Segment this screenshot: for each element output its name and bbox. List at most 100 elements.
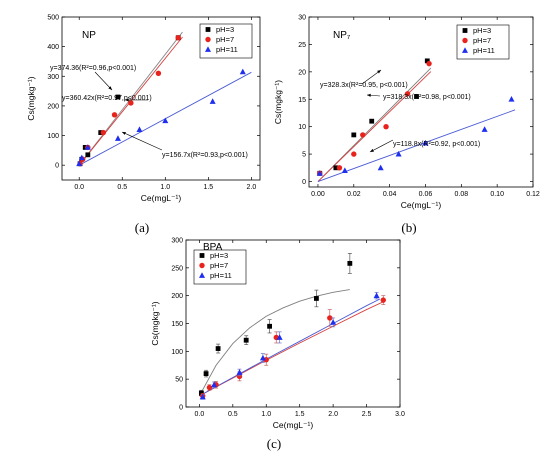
data-point — [236, 373, 243, 380]
arrow-head — [125, 98, 129, 102]
legend-label: pH=7 — [216, 35, 234, 44]
y-tick-label: 250 — [171, 265, 183, 272]
x-tick-label: 1.5 — [203, 184, 213, 191]
data-point — [85, 152, 91, 158]
y-tick-label: 20 — [298, 69, 306, 76]
x-tick-label: 0.10 — [490, 191, 504, 198]
y-tick-label: 50 — [175, 377, 183, 384]
arrow-head — [122, 132, 126, 135]
data-point — [267, 323, 272, 329]
y-tick-label: 150 — [171, 321, 183, 328]
x-tick-label: 0.08 — [455, 191, 469, 198]
data-point — [395, 150, 402, 157]
x-tick-label: 3.0 — [395, 411, 405, 418]
legend-label: pH=11 — [473, 46, 495, 55]
annotation-arrow — [361, 69, 382, 85]
legend-label: pH=7 — [210, 261, 228, 270]
arrow-head — [108, 86, 112, 90]
x-tick-label: 0.5 — [228, 411, 238, 418]
y-tick-label: 300 — [47, 74, 59, 81]
data-point — [314, 296, 319, 301]
fit-equation: y=156.7x(R²=0.93,p<0.001) — [162, 152, 248, 159]
panel-caption: (a) — [135, 220, 149, 235]
legend-marker — [462, 37, 468, 44]
data-point — [243, 337, 249, 343]
data-point — [115, 94, 121, 100]
data-point — [347, 260, 353, 266]
y-tick-label: 25 — [298, 42, 306, 49]
data-point — [263, 356, 269, 363]
y-tick-label: 400 — [47, 44, 59, 51]
data-point — [422, 139, 429, 146]
y-axis-label: Cs(mgkg⁻¹) — [273, 80, 283, 124]
y-axis-label: Cs(mgkg⁻¹) — [26, 76, 36, 120]
plot-frame — [308, 16, 534, 188]
fit-line — [317, 109, 516, 182]
data-point — [239, 68, 246, 75]
data-point — [155, 70, 162, 77]
data-point — [424, 58, 430, 64]
y-tick-label: 30 — [298, 15, 306, 22]
data-point — [351, 151, 357, 157]
data-point — [236, 369, 243, 375]
legend-marker — [462, 47, 468, 53]
data-point — [175, 35, 181, 41]
y-tick-label: 100 — [171, 349, 183, 356]
legend-label: pH=11 — [216, 45, 238, 54]
y-tick-label: 200 — [171, 293, 183, 300]
data-point — [380, 297, 386, 303]
legend-label: pH=3 — [216, 25, 234, 34]
legend-label: pH=3 — [473, 26, 491, 35]
data-point — [360, 132, 366, 138]
panel-caption: (c) — [267, 436, 281, 451]
data-point — [383, 123, 389, 130]
fit-equation: y=328.3x(R²=0.95, p<0.001) — [320, 82, 408, 89]
panel-title: NP — [82, 30, 96, 41]
x-tick-label: 0.00 — [311, 191, 325, 198]
panel-title: BPA — [203, 242, 223, 253]
data-point — [481, 126, 488, 132]
fit-line — [78, 31, 183, 166]
y-tick-label: 15 — [298, 97, 306, 104]
x-tick-label: 0.04 — [383, 191, 397, 198]
legend-marker — [205, 46, 211, 52]
fit-line — [199, 298, 381, 397]
arrow-head — [377, 70, 381, 74]
annotation-arrow — [94, 71, 113, 91]
legend-marker — [205, 27, 211, 32]
y-tick-label: 300 — [171, 238, 183, 245]
data-point — [198, 390, 204, 396]
data-point — [206, 384, 213, 391]
x-axis-label: Ce(mgL⁻¹) — [273, 420, 314, 430]
x-tick-label: 1.0 — [160, 184, 170, 191]
panel-np: 0.0 0.5 1.0 1.5 2.0 0 100 200 300 400 500 Ce(mgL⁻¹)… — [26, 15, 261, 235]
data-point — [162, 117, 169, 124]
data-point — [76, 160, 83, 167]
y-tick-label: 0 — [302, 179, 306, 186]
fit-line — [199, 301, 384, 397]
legend-label: pH=11 — [210, 271, 232, 280]
plot-frame — [61, 16, 261, 181]
data-point — [341, 167, 348, 173]
x-tick-label: 2.0 — [247, 184, 257, 191]
fit-equation: y=118.8x(R²=0.92, p<0.001) — [393, 141, 480, 148]
data-point — [78, 154, 85, 161]
x-tick-label: 0.12 — [526, 191, 540, 198]
x-tick-label: 0.0 — [74, 184, 84, 191]
x-tick-label: 1.5 — [295, 411, 305, 418]
y-tick-label: 10 — [298, 124, 306, 131]
data-point — [128, 100, 134, 106]
data-point — [414, 94, 419, 99]
panel-bpa: 0.0 0.5 1.0 1.5 2.0 2.5 3.0 0 50 100 150 200 250 300 C… — [150, 238, 405, 452]
data-point — [333, 165, 339, 171]
data-point — [136, 126, 143, 133]
data-point — [215, 346, 221, 351]
data-point — [199, 393, 206, 400]
x-tick-label: 0.02 — [347, 191, 361, 198]
arrow-head — [370, 148, 374, 152]
y-tick-label: 100 — [47, 133, 59, 140]
panel-np7: 0.00 0.02 0.04 0.06 0.08 0.10 0.12 0 5 10 15 20 25 30… — [273, 15, 540, 236]
fit-equation: y=374.36(R²=0.96,p<0.001) — [50, 65, 136, 72]
